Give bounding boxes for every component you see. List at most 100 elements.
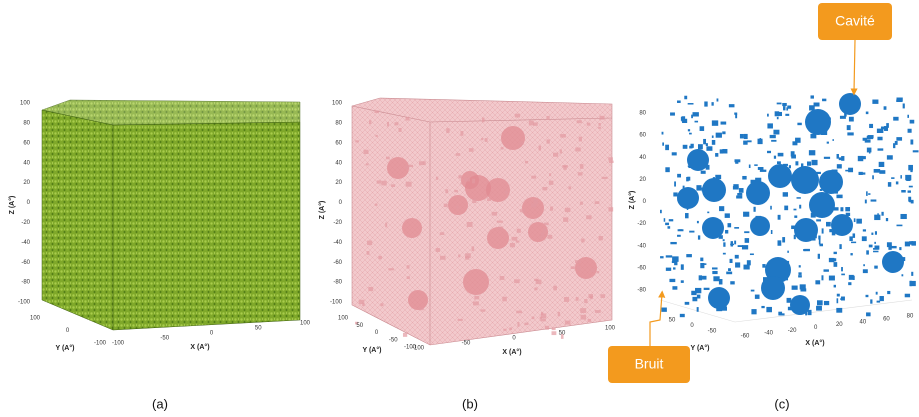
noise (405, 116, 410, 121)
noise (876, 300, 881, 303)
noise (856, 218, 862, 224)
noise (777, 240, 782, 246)
x-tick-label: 60 (883, 316, 890, 322)
noise (872, 175, 874, 180)
x-tick-label: 80 (907, 314, 914, 320)
noise (480, 309, 486, 312)
z-tick-label: 20 (639, 177, 646, 183)
noise (670, 112, 675, 116)
noise (712, 270, 718, 275)
x-tick-label: 0 (814, 325, 818, 331)
noise (482, 117, 485, 123)
noise (777, 152, 784, 157)
noise (784, 205, 789, 211)
noise (549, 173, 552, 177)
noise (586, 122, 591, 126)
noise (776, 111, 782, 117)
noise (669, 278, 676, 283)
noise (798, 265, 801, 268)
noise (568, 186, 572, 190)
cavity (501, 126, 525, 150)
x-tick-label: 0 (512, 336, 516, 342)
noise (823, 300, 830, 306)
noise (715, 132, 722, 138)
noise (460, 131, 464, 136)
noise (608, 207, 614, 212)
noise (696, 307, 699, 312)
callout-noise: Bruit (608, 290, 690, 383)
y-tick-label: -50 (389, 337, 398, 343)
noise (577, 172, 583, 176)
noise (750, 289, 755, 292)
z-tick-label: 0 (643, 199, 647, 205)
noise (910, 199, 914, 204)
noise (749, 253, 754, 256)
noise (746, 140, 752, 143)
noise (491, 211, 498, 216)
noise (472, 178, 476, 184)
noise (739, 133, 744, 139)
noise (895, 181, 899, 185)
noise (826, 221, 831, 227)
noise (773, 129, 780, 135)
noise (730, 281, 735, 285)
noise (833, 251, 837, 255)
noise (544, 325, 550, 330)
noise (562, 165, 568, 168)
noise (700, 263, 707, 265)
noise (381, 180, 387, 186)
noise (782, 192, 789, 197)
noise (911, 271, 914, 276)
z-axis-label: Z (A°) (8, 196, 16, 215)
noise (385, 222, 388, 228)
noise (868, 193, 871, 195)
noise (853, 218, 856, 223)
noise (665, 222, 669, 226)
cavity (677, 187, 699, 209)
noise (736, 195, 743, 199)
noise (560, 334, 564, 339)
noise (665, 167, 670, 173)
cube-a (41, 99, 301, 331)
noise (885, 217, 889, 222)
noise (816, 300, 823, 306)
cavity (882, 251, 904, 273)
z-tick-label: -40 (333, 240, 342, 246)
noise (672, 256, 679, 262)
noise (515, 240, 520, 243)
noise (908, 164, 913, 171)
noise (887, 182, 892, 187)
noise (896, 224, 903, 227)
noise (715, 174, 722, 180)
noise (665, 255, 673, 258)
z-tick-label: -80 (333, 280, 342, 286)
cavity (761, 276, 785, 300)
noise (502, 296, 507, 302)
cavity (487, 227, 509, 249)
noise (679, 313, 685, 318)
noise (757, 167, 764, 170)
noise (900, 175, 902, 179)
noise (873, 169, 881, 173)
noise (870, 199, 877, 202)
y-axis-label: Y (A°) (690, 344, 709, 352)
noise (797, 122, 802, 126)
noise (386, 122, 389, 127)
noise (838, 157, 843, 161)
noise (670, 241, 677, 245)
noise (362, 303, 365, 307)
x-tick-label: -40 (764, 331, 773, 337)
noise (815, 280, 821, 285)
noise (580, 314, 587, 320)
noise (665, 144, 670, 151)
z-tick-label: 60 (335, 140, 342, 146)
noise (807, 309, 812, 316)
noise (803, 249, 806, 252)
noise (700, 262, 705, 269)
noise (570, 266, 575, 269)
z-tick-label: -100 (330, 300, 343, 306)
cavity (687, 149, 709, 171)
noise (540, 232, 545, 237)
noise (547, 234, 553, 239)
